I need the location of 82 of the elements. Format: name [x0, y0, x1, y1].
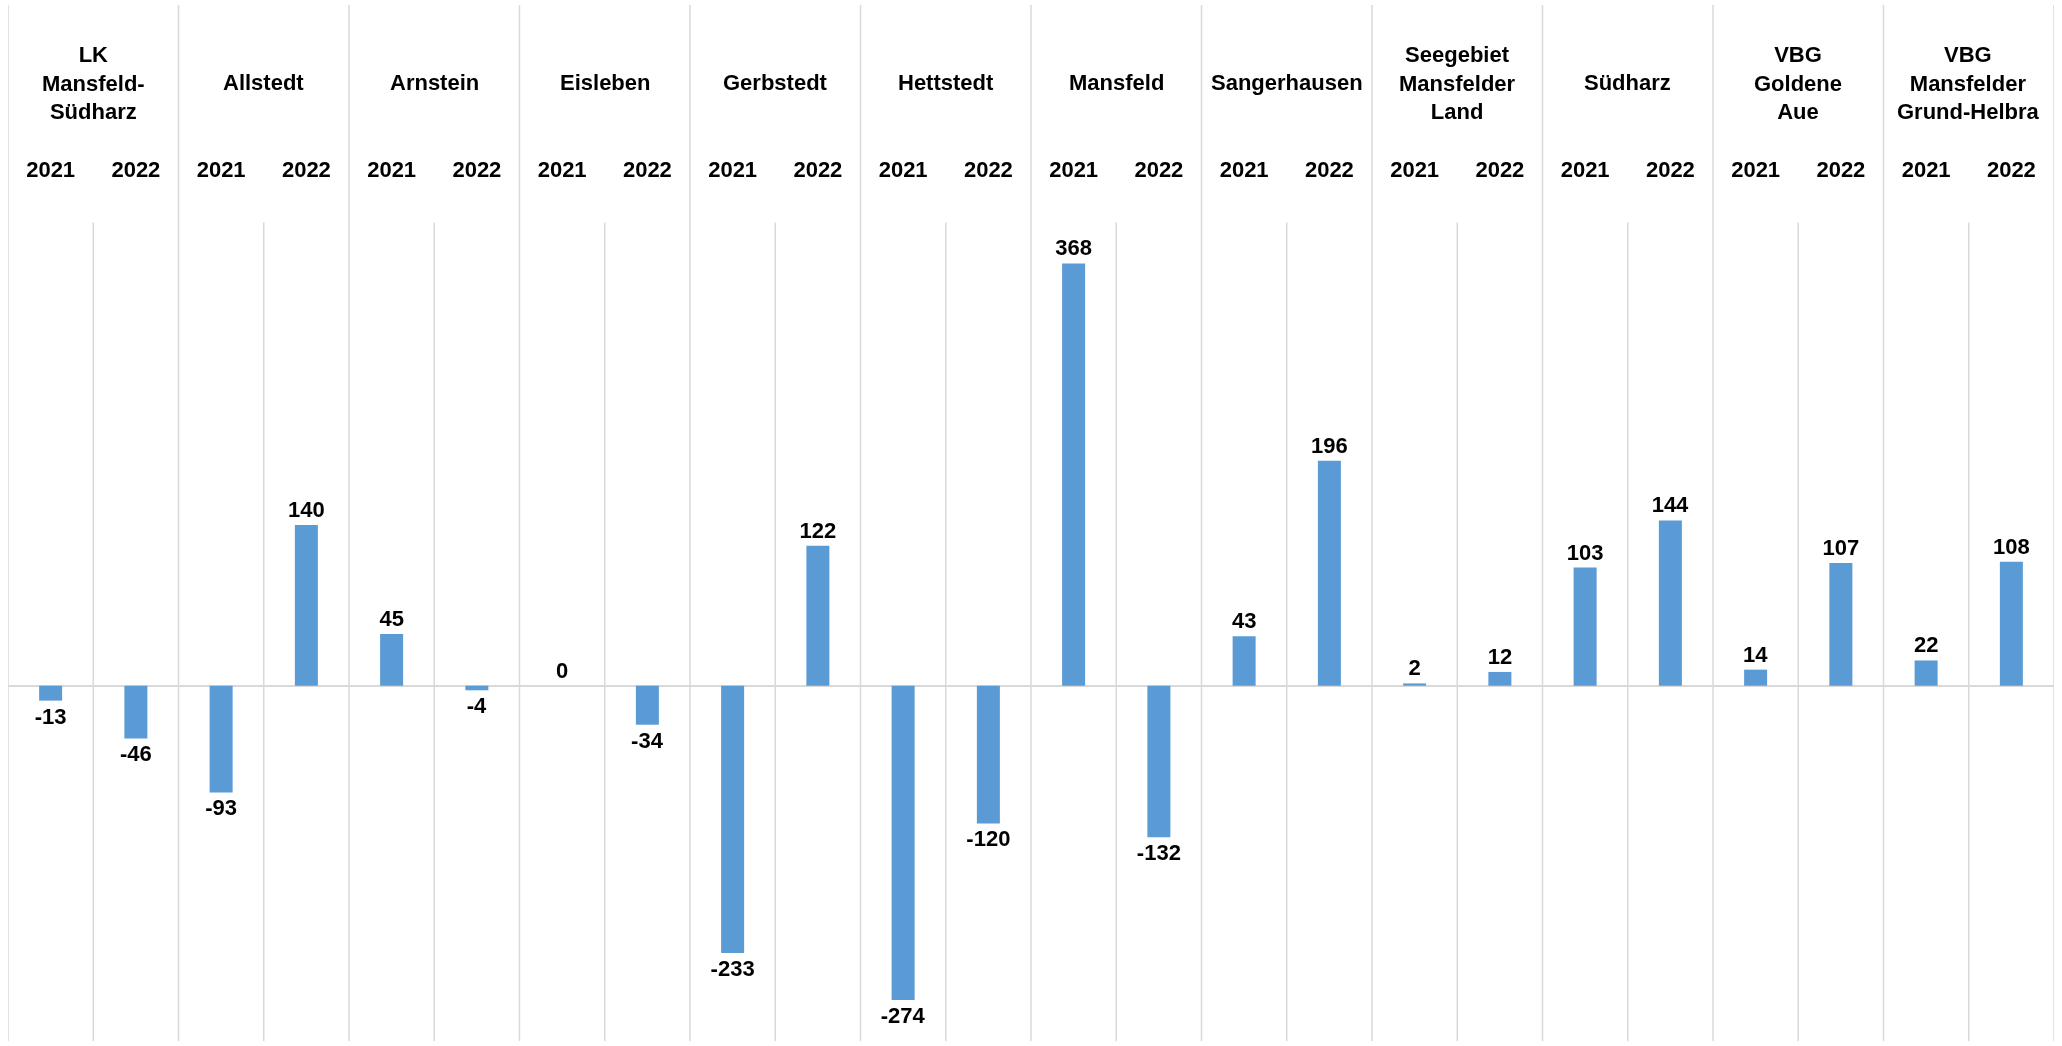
x-tick-label: 2021: [708, 157, 758, 183]
text: VBG Goldene Aue: [1754, 42, 1843, 125]
data-label: -46: [119, 741, 152, 767]
bar: [976, 685, 1000, 824]
bar: [39, 685, 63, 701]
text: Südharz: [1584, 70, 1671, 95]
bar: [1147, 685, 1171, 838]
bar: [635, 685, 659, 725]
x-tick-label: 2022: [281, 157, 331, 183]
data-label: 43: [1231, 608, 1257, 634]
data-label: 108: [1993, 533, 2030, 559]
x-tick-label: 2022: [111, 157, 161, 183]
data-label: -274: [880, 1003, 926, 1029]
x-tick-label: 2022: [452, 157, 502, 183]
bar: [1573, 567, 1597, 686]
data-label: 12: [1487, 643, 1513, 669]
text: Eisleben: [560, 70, 651, 95]
x-tick-label: 2022: [1816, 157, 1866, 183]
text: Mansfeld: [1069, 70, 1165, 95]
data-label: -93: [205, 795, 238, 821]
x-tick-label: 2021: [1901, 157, 1951, 183]
data-label: 144: [1651, 492, 1690, 518]
bar: [1488, 671, 1512, 686]
bar: [806, 545, 830, 686]
data-label: 103: [1566, 539, 1604, 565]
x-tick-label: 2022: [793, 157, 843, 183]
x-tick-label: 2021: [1560, 157, 1610, 183]
data-label: 2: [1408, 655, 1421, 681]
data-label: -120: [966, 826, 1011, 852]
x-tick-label: 2021: [1049, 157, 1099, 183]
bar: [209, 685, 233, 793]
bar: [294, 525, 318, 686]
data-label: -233: [710, 956, 755, 982]
data-label: 0: [556, 657, 569, 683]
x-tick-label: 2021: [26, 157, 76, 183]
bar: [124, 685, 148, 739]
data-label: -132: [1136, 840, 1181, 866]
bar: [1999, 561, 2023, 686]
x-tick-label: 2022: [1304, 157, 1354, 183]
data-label: 14: [1743, 641, 1769, 667]
text: Hettstedt: [898, 70, 995, 95]
x-tick-label: 2021: [196, 157, 246, 183]
data-label: -34: [631, 727, 664, 753]
bar: [1062, 263, 1086, 686]
x-tick-label: 2022: [963, 157, 1013, 183]
x-tick-label: 2022: [1986, 157, 2036, 183]
x-tick-label: 2022: [622, 157, 672, 183]
bar: [1232, 636, 1256, 686]
bar: [1317, 460, 1341, 686]
text: Gerbstedt: [723, 70, 828, 95]
text: Sangerhausen: [1211, 70, 1363, 95]
text: Seegebiet Mansfelder Land: [1399, 42, 1516, 125]
x-tick-label: 2022: [1475, 157, 1525, 183]
x-tick-label: 2022: [1134, 157, 1184, 183]
data-label: -4: [466, 693, 488, 719]
bar: [1829, 562, 1853, 686]
data-label: 140: [288, 497, 325, 523]
x-tick-label: 2021: [367, 157, 417, 183]
x-tick-label: 2021: [1390, 157, 1440, 183]
bar: [891, 685, 915, 1001]
data-label: -13: [34, 703, 67, 729]
text: LK Mansfeld- Südharz: [42, 42, 145, 125]
data-label: 22: [1913, 632, 1939, 658]
x-tick-label: 2021: [878, 157, 928, 183]
data-label: 196: [1311, 432, 1348, 458]
bar: [1403, 683, 1427, 686]
bar: [380, 634, 404, 686]
bar: [1914, 660, 1938, 686]
x-tick-label: 2021: [1731, 157, 1781, 183]
text: Allstedt: [223, 70, 305, 95]
bar: [1658, 520, 1682, 686]
data-label: 45: [379, 606, 404, 632]
data-label: 107: [1822, 534, 1860, 560]
data-label: 368: [1055, 235, 1092, 261]
data-label: 122: [799, 517, 837, 543]
x-tick-label: 2022: [1645, 157, 1695, 183]
text: VBG Mansfelder Grund-Helbra: [1897, 42, 2040, 125]
x-tick-label: 2021: [1219, 157, 1269, 183]
bar: [721, 685, 745, 954]
x-tick-label: 2021: [537, 157, 587, 183]
bar: [1744, 669, 1768, 686]
text: Arnstein: [390, 70, 480, 95]
